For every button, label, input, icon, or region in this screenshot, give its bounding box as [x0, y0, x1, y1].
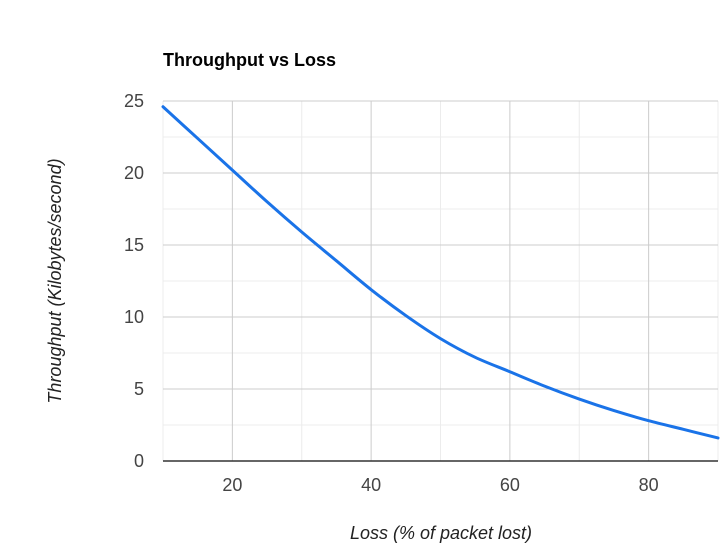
x-tick-label: 40 [361, 475, 381, 495]
x-tick-label: 20 [222, 475, 242, 495]
x-tick-label: 80 [639, 475, 659, 495]
y-tick-label: 0 [134, 451, 144, 471]
axis-layer: 20 40 60 80 0 5 10 15 20 25 [124, 91, 718, 495]
y-axis-title: Throughput (Kilobytes/second) [45, 158, 65, 403]
y-tick-label: 10 [124, 307, 144, 327]
label-layer: Throughput vs Loss Loss (% of packet los… [45, 50, 532, 543]
series-line [161, 105, 720, 440]
chart-title: Throughput vs Loss [163, 50, 336, 70]
series-layer [161, 105, 720, 440]
x-axis-title: Loss (% of packet lost) [350, 523, 532, 543]
grid-layer [162, 100, 719, 461]
y-tick-label: 5 [134, 379, 144, 399]
y-tick-label: 20 [124, 163, 144, 183]
x-tick-label: 60 [500, 475, 520, 495]
y-tick-label: 15 [124, 235, 144, 255]
y-tick-label: 25 [124, 91, 144, 111]
